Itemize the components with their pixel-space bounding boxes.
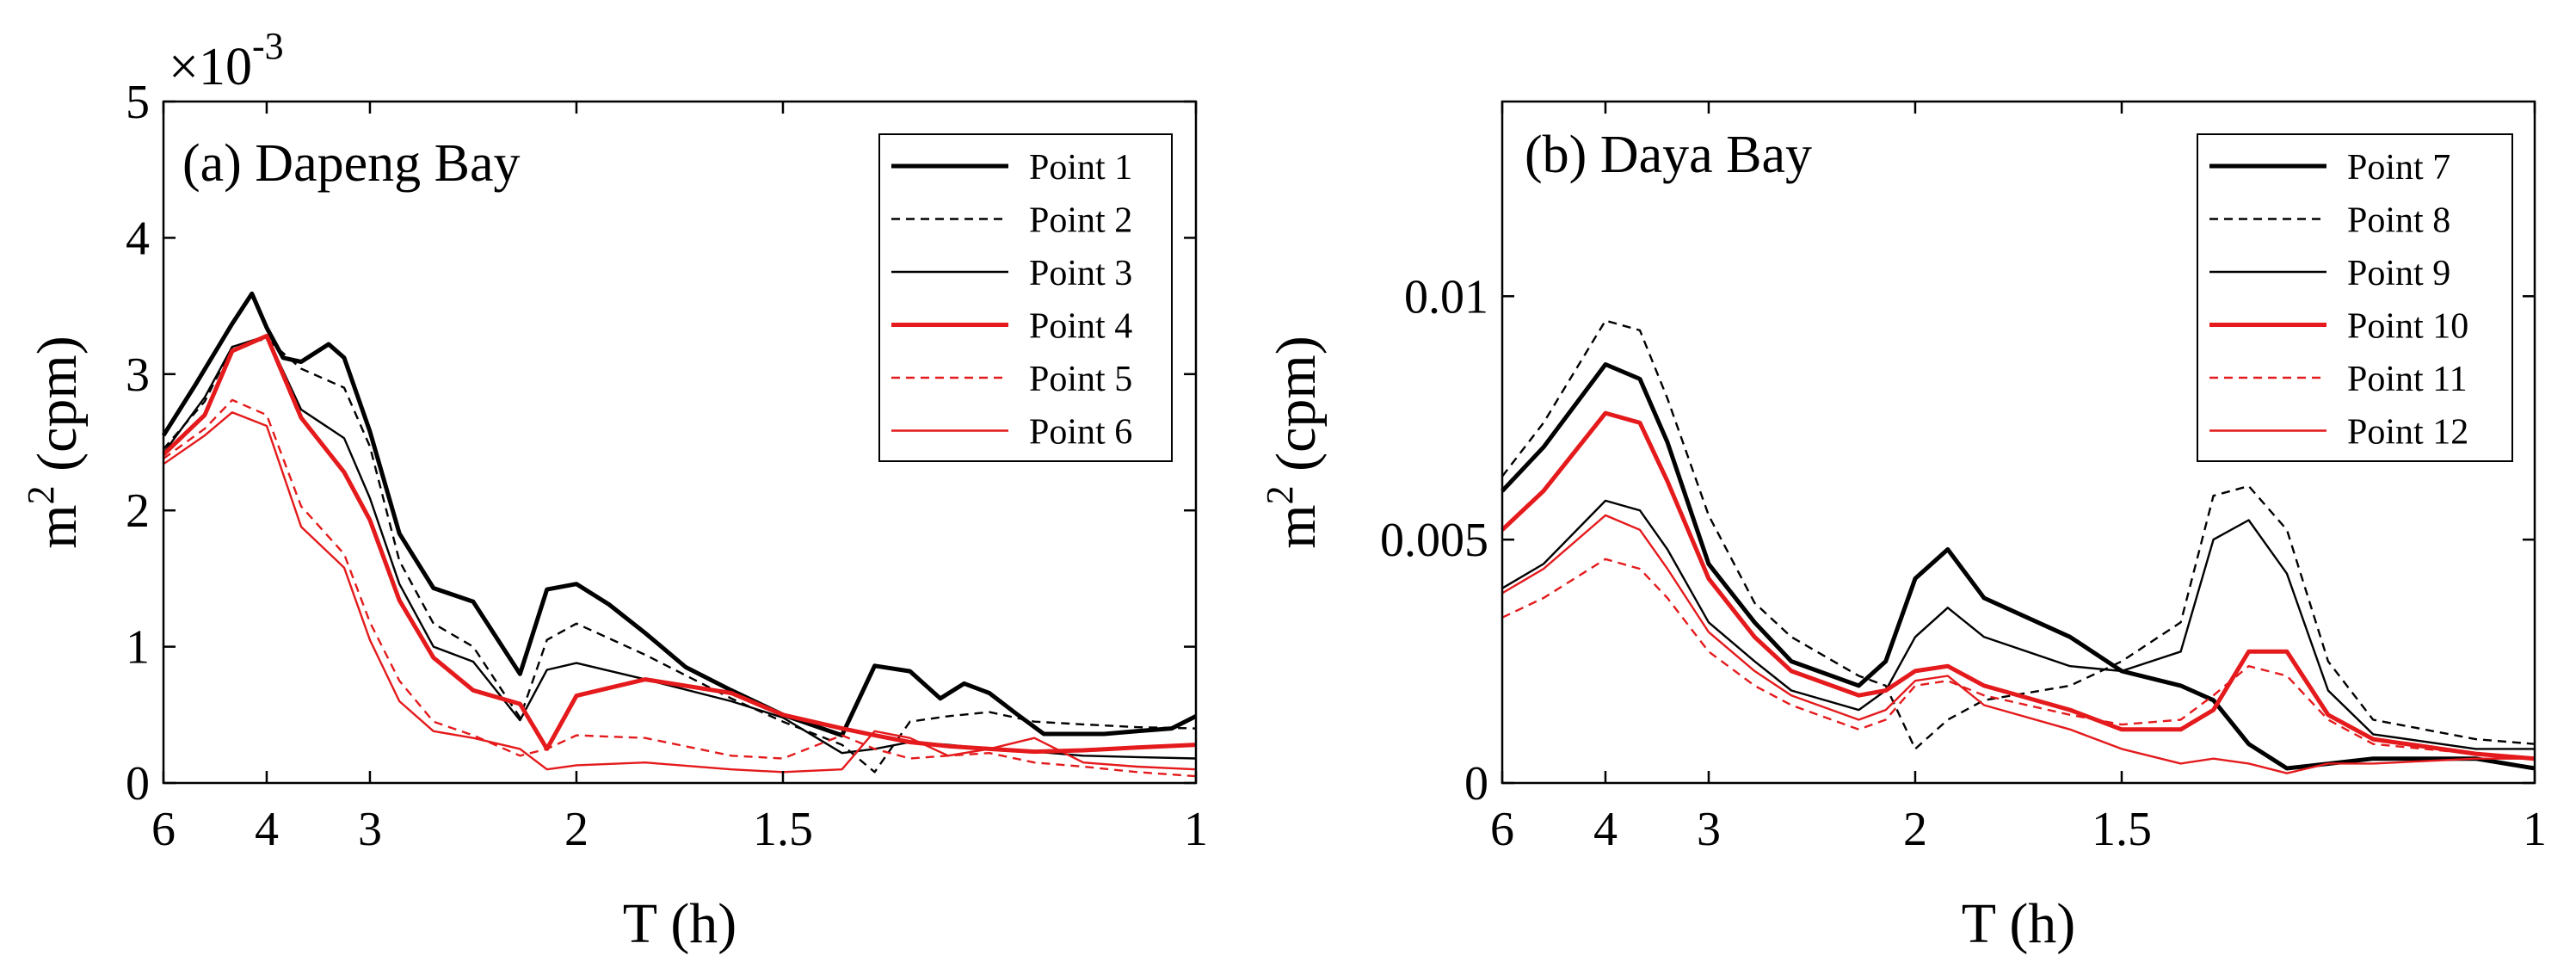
svg-text:×10-3: ×10-3 [169,25,284,96]
series-line-point-9 [1501,499,2535,750]
y-axis-label-unit: (cpm) [1265,336,1328,485]
legend-label-point-3: Point 3 [1029,254,1132,293]
x-tick-label: 4 [1593,803,1618,856]
series-line-point-6 [163,411,1197,774]
legend-items: Point 7 Point 8 Point 9 Point 10 Point 11 Poi… [2209,148,2468,453]
series-line-point-11 [1501,558,2536,760]
plot-frame [1501,100,2536,785]
x-tick-label: 6 [151,803,176,856]
legend-label-point-2: Point 2 [1029,201,1132,241]
y-tick-label: 5 [126,76,150,129]
y-multiplier-exp: -3 [252,25,284,67]
series-line-point-8 [1501,319,2536,750]
x-tick-label: 2 [1903,803,1927,856]
series-line-point-12 [1501,514,2535,774]
panel-dapeng-bay: 6 4 3 2 1.5 1 0 1 2 3 4 5 (a) Dapeng Bay ×10-3 T (h… [20,25,1208,955]
y-axis-label: m2 (cpm) [1259,336,1328,548]
x-axis-label: T (h) [623,892,737,955]
plot-frame [162,100,1198,785]
legend-label-point-7: Point 7 [2347,148,2450,188]
series-line-point-7 [1501,362,2536,771]
x-tick-label: 4 [255,803,279,856]
series-line-point-2 [163,337,1197,774]
x-tick-label: 1.5 [753,803,813,856]
y-tick-label: 0.005 [1380,514,1488,567]
legend-label-point-10: Point 10 [2347,307,2468,347]
x-axis-label: T (h) [1962,892,2076,955]
legend-label-point-12: Point 12 [2347,413,2468,453]
y-axis-label-sup: 2 [20,485,62,504]
y-axis-label: m2 (cpm) [20,336,89,548]
y-tick-label: 0.01 [1404,270,1488,324]
y-axis-label-base: m [26,504,89,548]
x-tick-label: 1 [2523,803,2547,856]
x-tick-label: 3 [1697,803,1721,856]
x-tick-label: 6 [1490,803,1514,856]
y-multiplier: ×10-3 [169,25,284,96]
y-tick-label: 2 [126,484,150,538]
y-tick-label: 3 [126,348,150,402]
tick-layer: 6 4 3 2 1.5 1 0 1 2 3 4 5 [126,76,1208,856]
legend-items: Point 1 Point 2 Point 3 Point 4 Point 5 Point… [891,148,1132,453]
y-tick-label: 0 [1464,757,1488,811]
legend-label-point-5: Point 5 [1029,360,1132,399]
legend-box [878,133,1173,462]
y-axis-label-base: m [1265,504,1328,548]
legend-label-point-8: Point 8 [2347,201,2450,241]
y-axis-label-sup: 2 [1259,485,1301,504]
y-multiplier-base: ×10 [169,38,252,96]
y-tick-label: 0 [126,757,150,811]
legend-label-point-9: Point 9 [2347,254,2450,293]
tick-layer: 6 4 3 2 1.5 1 0 0.005 0.01 [1380,102,2547,856]
legend: Point 1 Point 2 Point 3 Point 4 Point 5 Point… [878,133,1173,462]
panel-title: (a) Dapeng Bay [182,134,521,193]
series-line-point-10 [1501,410,2536,761]
x-tick-label: 3 [358,803,382,856]
legend-label-point-11: Point 11 [2347,360,2468,399]
legend-label-point-6: Point 6 [1029,413,1132,453]
series-layer [161,291,1198,778]
panel-title: (b) Daya Bay [1525,126,1812,184]
legend-label-point-4: Point 4 [1029,307,1132,347]
y-tick-label: 4 [126,212,150,265]
x-tick-label: 2 [564,803,589,856]
series-layer [1501,319,2536,774]
series-line-point-5 [163,398,1197,778]
y-axis-label-unit: (cpm) [26,336,89,485]
legend-label-point-1: Point 1 [1029,148,1132,188]
x-tick-label: 1.5 [2092,803,2152,856]
x-tick-label: 1 [1184,803,1208,856]
legend-box [2197,133,2513,462]
y-tick-label: 1 [126,621,150,675]
legend: Point 7 Point 8 Point 9 Point 10 Point 11 Poi… [2197,133,2513,462]
